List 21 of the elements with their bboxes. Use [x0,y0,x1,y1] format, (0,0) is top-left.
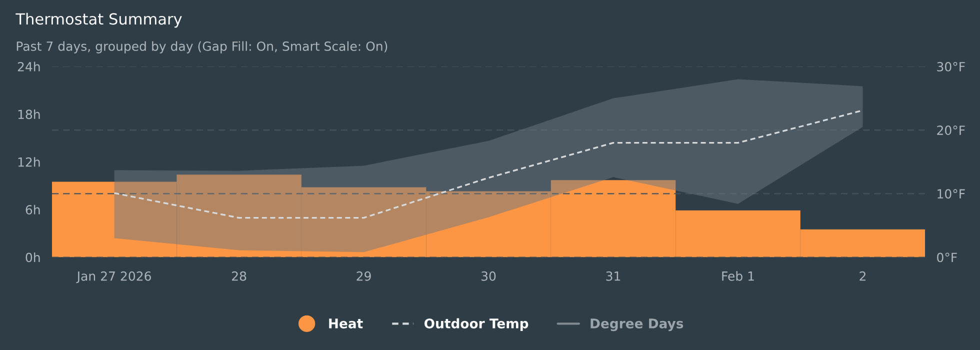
x-tick-label: 28 [232,271,246,281]
chart-title: Thermostat Summary [16,12,182,28]
y2-tick-label: 30°F [937,62,965,72]
legend-label: Outdoor Temp [424,318,528,332]
x-tick-label: 29 [356,271,371,281]
x-tick-label: 2 [860,271,866,281]
legend-label: Heat [329,318,363,328]
x-tick-label: Feb 1 [722,271,754,281]
y-tick-label: 6h [26,204,40,214]
y-tick-label: 18h [18,109,40,120]
x-tick-label: 31 [606,271,620,281]
chart-subtitle: Past 7 days, grouped by day (Gap Fill: On, Smart Scale: On) [16,41,388,54]
y-tick-label: 24h [18,62,40,72]
y2-tick-label: 10°F [938,189,965,199]
y2-tick-label: 20°F [937,126,965,136]
y-tick-label: 12h [18,157,40,167]
x-tick-label: Jan 27 2026 [76,271,151,284]
legend-label: Degree Days [590,318,684,332]
y2-tick-label: 0°F [937,252,957,262]
y-tick-label: 0h [26,252,40,262]
x-tick-label: 30 [482,271,496,281]
